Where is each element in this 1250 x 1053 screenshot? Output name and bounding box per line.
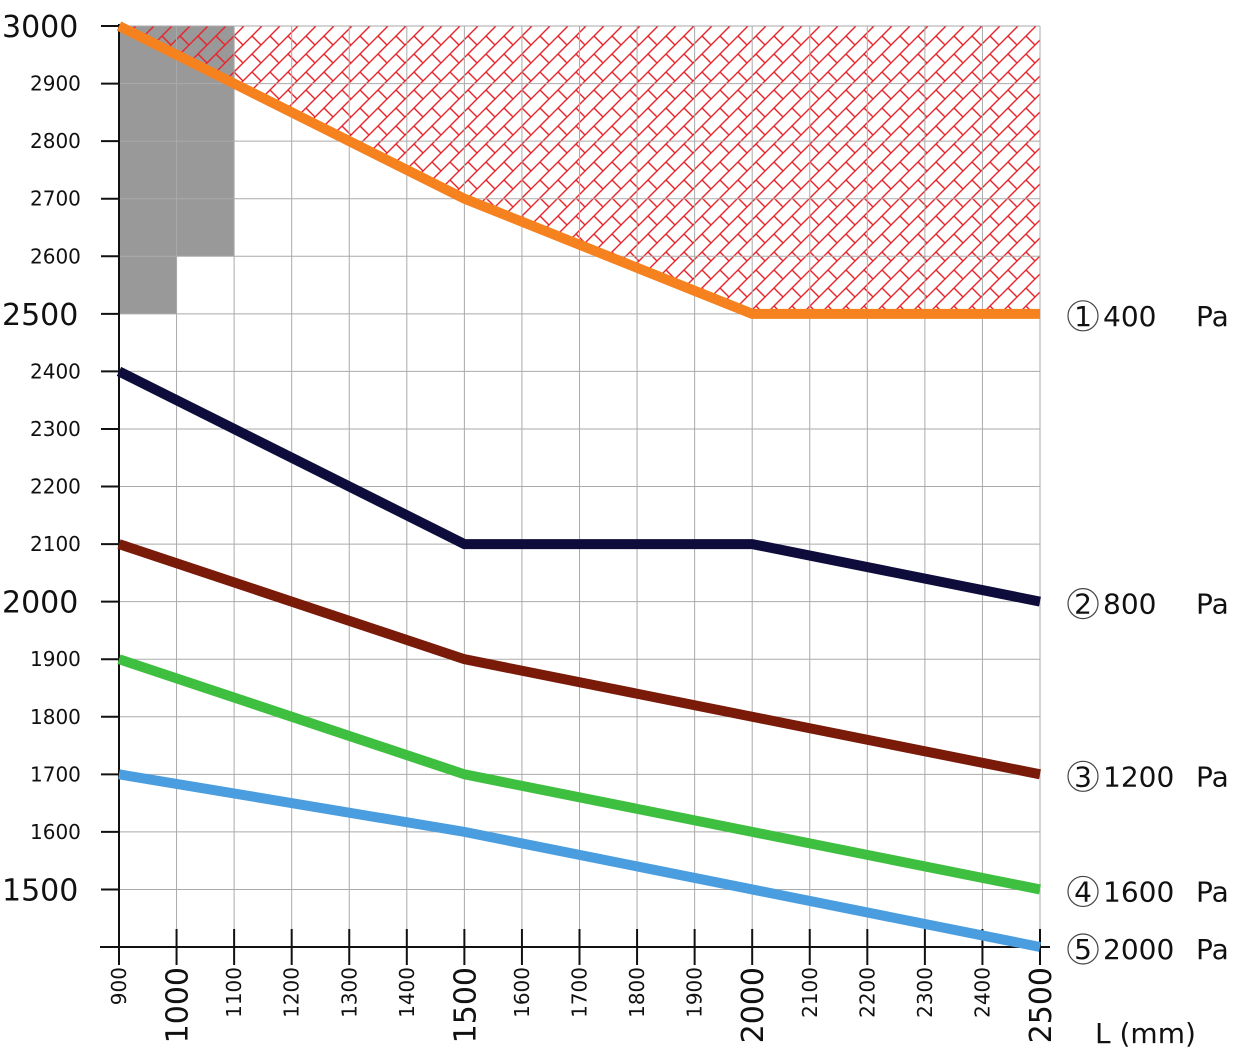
x-tick-label: 1300 [337, 967, 361, 1018]
series-pressure-label: 1200 [1103, 760, 1174, 793]
series-line [117, 654, 1041, 895]
series-marker-circle [1067, 875, 1099, 908]
series-marker-number: 4 [1074, 875, 1092, 908]
y-tick-label: 2600 [30, 244, 81, 268]
y-tick-label: 2800 [30, 129, 81, 153]
series-marker-number: 5 [1074, 933, 1092, 966]
y-tick-label: 1700 [30, 762, 81, 786]
series-unit-label: Pa [1196, 300, 1229, 333]
series-pressure-label: 800 [1103, 588, 1156, 621]
y-tick-label: 2700 [30, 187, 81, 211]
series-line [116, 366, 1041, 607]
series-layer [116, 21, 1041, 952]
series-line [117, 539, 1041, 780]
series-unit-label: Pa [1196, 933, 1229, 966]
x-tick-label: 1600 [510, 967, 534, 1018]
y-tick-label: 2900 [30, 72, 81, 96]
x-tick-label: 1900 [683, 967, 707, 1018]
grid-layer [119, 25, 1041, 947]
series-unit-label: Pa [1196, 760, 1229, 793]
x-tick-label: 1800 [625, 967, 649, 1018]
series-marker-circle [1067, 300, 1099, 332]
series-pressure-label: 400 [1103, 300, 1156, 333]
axes-layer: 1500 1600 1700 1800 1900 2000 2100 2200 2300 2400… [2, 10, 1059, 1043]
y-tick-label: 1900 [30, 647, 81, 671]
series-unit-label: Pa [1196, 875, 1229, 908]
series-pressure-label: 1600 [1103, 875, 1174, 908]
x-tick-label: 2500 [1024, 967, 1059, 1043]
x-tick-label: 1400 [395, 967, 419, 1018]
x-tick-label: 2000 [736, 967, 771, 1043]
x-tick-label: 1100 [222, 967, 246, 1018]
y-tick-label: 2500 [2, 298, 78, 333]
x-tick-label: 2300 [913, 967, 937, 1018]
series-marker-number: 3 [1074, 760, 1092, 793]
x-tick-label: 1700 [568, 967, 592, 1018]
series-marker-circle [1067, 588, 1099, 620]
y-tick-label: 3000 [2, 10, 78, 45]
y-tick-label: 2200 [30, 475, 81, 499]
series-unit-label: Pa [1196, 588, 1229, 621]
series-line [116, 21, 1040, 319]
x-tick-label: 1000 [161, 967, 196, 1043]
x-tick-label: 2200 [855, 967, 879, 1018]
y-tick-label: 1600 [30, 820, 81, 844]
x-axis-label: L (mm) [1095, 1017, 1196, 1050]
x-tick-label: 2400 [970, 967, 994, 1018]
y-tick-label: 2400 [30, 359, 81, 383]
series-line [118, 769, 1041, 952]
x-tick-label: 2100 [798, 967, 822, 1018]
series-marker-number: 1 [1074, 300, 1092, 333]
x-tick-label: 1200 [280, 967, 304, 1018]
series-marker-circle [1067, 760, 1099, 792]
y-tick-label: 2100 [30, 532, 81, 556]
y-tick-label: 2000 [2, 586, 78, 621]
series-marker-circle [1067, 933, 1099, 965]
labels-layer: 1 400 Pa 2 800 Pa 3 1200 Pa 4 1600 Pa 5 2000 Pa [1067, 300, 1229, 966]
y-tick-label: 2300 [30, 417, 81, 441]
y-tick-label: 1800 [30, 705, 81, 729]
x-tick-label: 1500 [448, 967, 483, 1043]
x-tick-label: 900 [107, 967, 131, 1005]
series-pressure-label: 2000 [1103, 933, 1174, 966]
series-marker-number: 2 [1074, 588, 1092, 621]
y-tick-label: 1500 [2, 873, 78, 908]
